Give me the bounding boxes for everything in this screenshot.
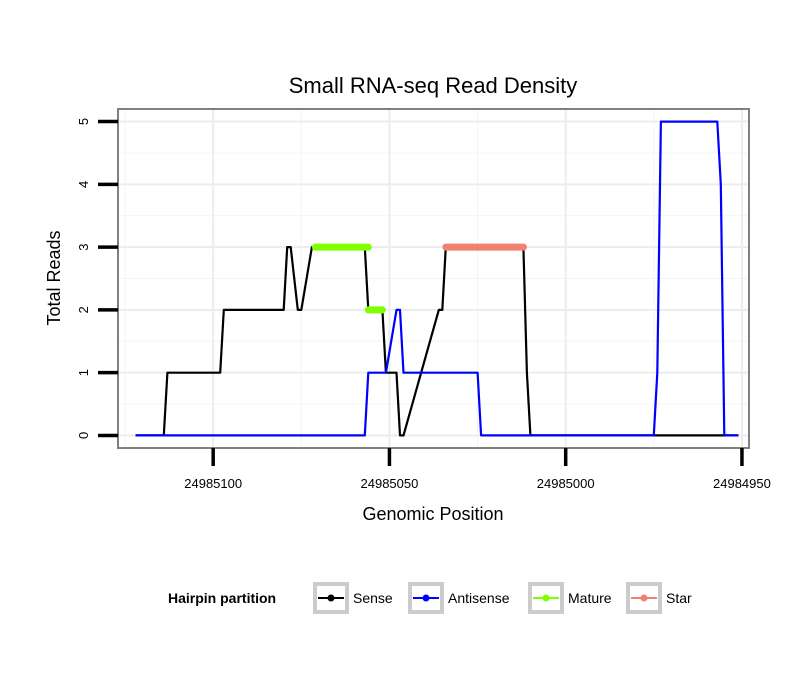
data-series: [135, 120, 739, 437]
plot-border: [117, 108, 750, 449]
plot-panel: [117, 108, 750, 449]
x-tick-label: 24984950: [713, 476, 771, 491]
legend-item-sense: Sense: [313, 582, 393, 614]
x-tick-label: 24985100: [184, 476, 242, 491]
y-tick-label: 2: [76, 306, 91, 313]
legend-item-mature: Mature: [528, 582, 612, 614]
legend-label: Mature: [568, 590, 612, 606]
x-axis-title: Genomic Position: [362, 504, 503, 524]
antisense-series-line: [135, 120, 739, 437]
legend-items: Sense Antisense Mature Star: [313, 582, 692, 614]
legend-key-dot: [542, 594, 550, 602]
y-tick-label: 3: [76, 243, 91, 250]
legend-key-dot: [640, 594, 648, 602]
legend-key-dot: [327, 594, 335, 602]
legend-label: Antisense: [448, 590, 510, 606]
legend-label: Sense: [353, 590, 393, 606]
legend: Hairpin partition Sense Antisense Mature St…: [168, 582, 692, 614]
y-tick-label: 4: [76, 181, 91, 188]
legend-key-dot: [422, 594, 430, 602]
y-axis-title: Total Reads: [44, 230, 64, 325]
legend-item-star: Star: [626, 582, 692, 614]
y-tick-label: 0: [76, 432, 91, 439]
x-tick-label: 24985000: [537, 476, 595, 491]
chart-title: Small RNA-seq Read Density: [289, 73, 578, 98]
legend-title: Hairpin partition: [168, 590, 276, 606]
legend-label: Star: [666, 590, 692, 606]
y-axis: 0 1 2 3 4 5: [76, 118, 118, 439]
x-tick-label: 24985050: [361, 476, 419, 491]
legend-item-antisense: Antisense: [408, 582, 510, 614]
x-axis: 24985100 24985050 24985000 24984950: [184, 448, 771, 491]
y-tick-label: 1: [76, 369, 91, 376]
y-tick-label: 5: [76, 118, 91, 125]
